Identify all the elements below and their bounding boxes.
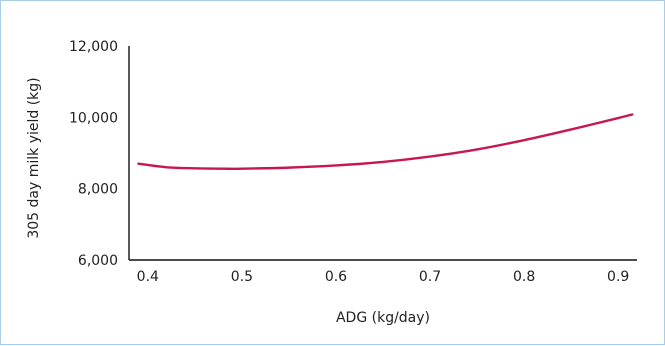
x-tick-label: 0.7 [419, 269, 441, 285]
x-tick-label: 0.9 [607, 269, 629, 285]
series-layer [137, 113, 634, 170]
y-tick-label: 8,000 [78, 182, 118, 198]
x-axis-title: ADG (kg/day) [336, 310, 430, 326]
y-tick-label: 12,000 [69, 39, 118, 55]
x-tick-label: 0.8 [513, 269, 535, 285]
series-line-0 [137, 113, 634, 170]
y-tick-label: 10,000 [69, 110, 118, 126]
x-tick-labels: 0.4 0.5 0.6 0.7 0.8 0.9 [137, 269, 630, 285]
x-tick-label: 0.5 [231, 269, 253, 285]
y-axis-title: 305 day milk yield (kg) [26, 77, 42, 238]
y-tick-label: 6,000 [78, 253, 118, 269]
y-tick-labels: 6,000 8,000 10,000 12,000 [69, 39, 118, 269]
x-tick-label: 0.6 [325, 269, 347, 285]
x-tick-label: 0.4 [137, 269, 159, 285]
